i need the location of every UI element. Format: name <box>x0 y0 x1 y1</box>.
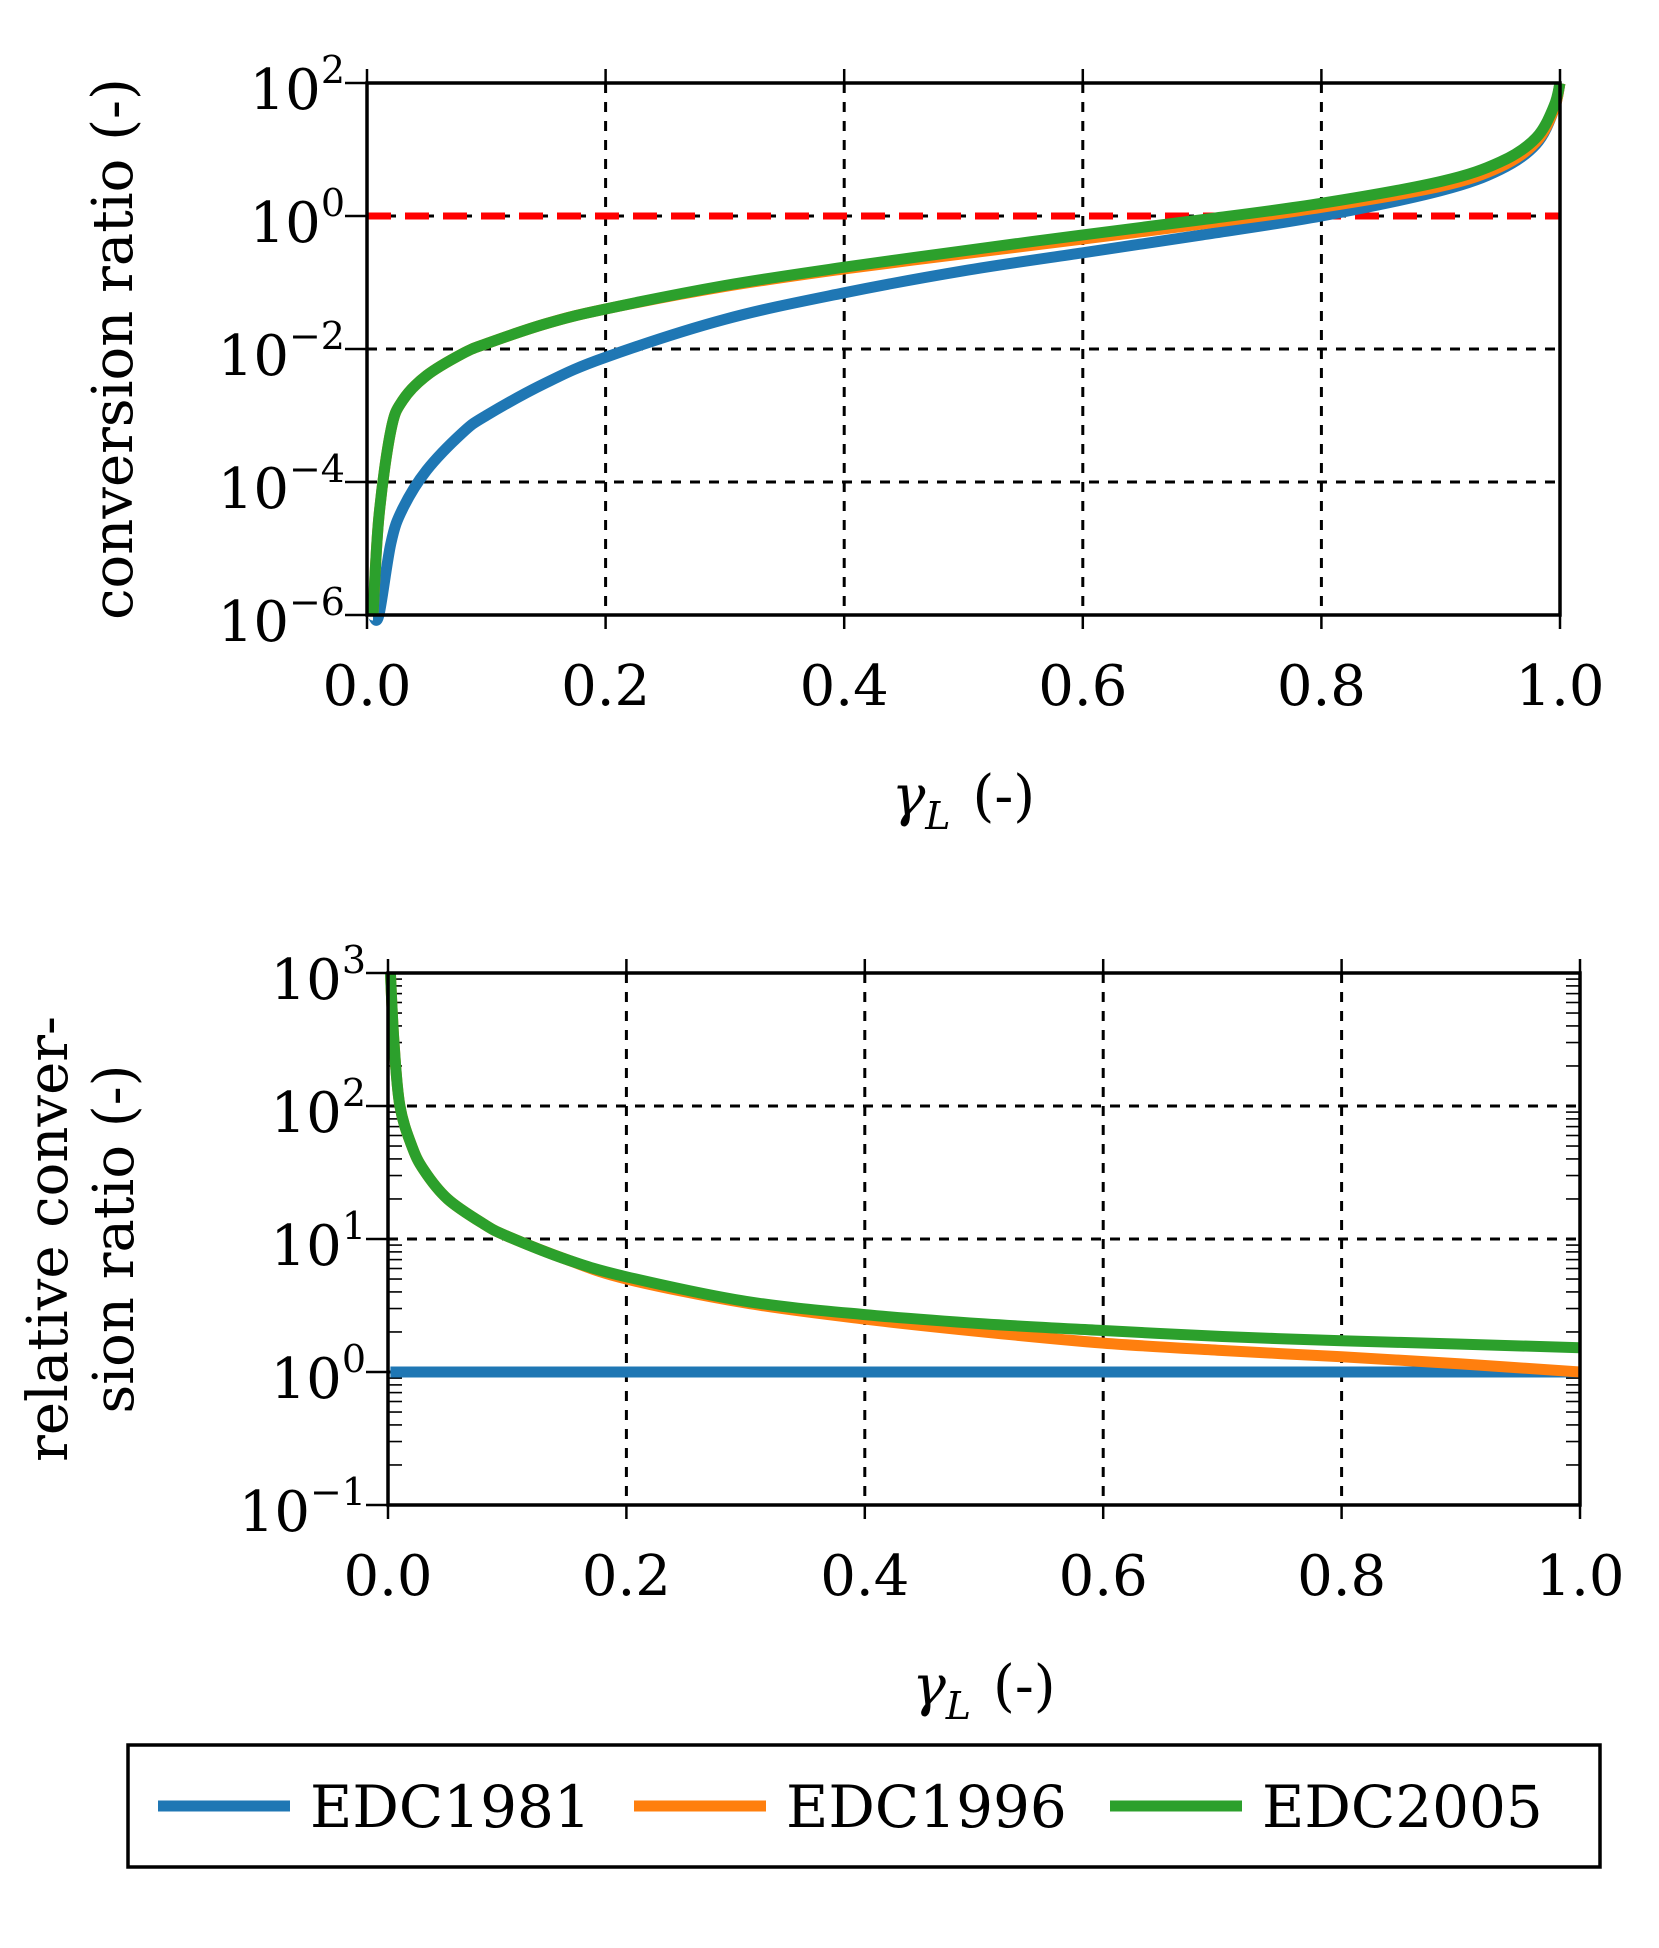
series-line-edc2005 <box>384 972 1581 1354</box>
x-tick-label: 0.6 <box>1038 654 1127 719</box>
legend-label-edc1996: EDC1996 <box>786 1773 1067 1841</box>
y-tick-label: 10−6 <box>218 580 345 655</box>
x-tick-label: 0.0 <box>322 654 411 719</box>
legend-label-edc1981: EDC1981 <box>310 1773 591 1841</box>
x-tick-label: 0.0 <box>343 1544 432 1609</box>
x-tick-label: 1.0 <box>1515 654 1604 719</box>
y-tick-label: 103 <box>271 938 366 1013</box>
y-tick-label: 102 <box>250 48 345 123</box>
x-tick-label: 0.4 <box>800 654 889 719</box>
chart-2: 0.0 0.2 0.4 0.6 0.8 1.0 10−1 100 101 102 103 relati… <box>16 938 1625 1728</box>
y-tick-label: 10−2 <box>218 314 345 389</box>
y-tick-label: 10−1 <box>239 1470 366 1545</box>
x-tick-label: 0.2 <box>561 654 650 719</box>
x-axis-title: γL (-) <box>892 764 1035 838</box>
x-tick-label: 1.0 <box>1535 1544 1624 1609</box>
y-tick-label: 101 <box>271 1204 366 1279</box>
x-tick-label: 0.4 <box>820 1544 909 1609</box>
y-tick-label: 100 <box>271 1337 366 1412</box>
legend-label-edc2005: EDC2005 <box>1262 1773 1543 1841</box>
y-tick-label: 10−4 <box>218 447 345 522</box>
chart-1: 0.0 0.2 0.4 0.6 0.8 1.0 10−6 10−4 10−2 100 102 conv… <box>81 48 1605 838</box>
series-line-edc2005 <box>367 81 1566 616</box>
x-tick-label: 0.2 <box>582 1544 671 1609</box>
series-line-edc1981 <box>367 81 1566 626</box>
y-axis-title: conversion ratio (-) <box>81 78 146 620</box>
x-tick-label: 0.6 <box>1059 1544 1148 1609</box>
x-tick-label: 0.8 <box>1277 654 1366 719</box>
y-axis-title: relative conver-sion ratio (-) <box>16 1016 147 1462</box>
legend: EDC1981 EDC1996 EDC2005 <box>126 1743 1602 1869</box>
y-tick-label: 100 <box>250 181 345 256</box>
y-tick-label: 102 <box>271 1071 366 1146</box>
x-tick-label: 0.8 <box>1297 1544 1386 1609</box>
series-line-edc1996 <box>384 972 1581 1378</box>
x-axis-title: γL (-) <box>912 1654 1055 1728</box>
legend-box <box>126 1743 1602 1869</box>
